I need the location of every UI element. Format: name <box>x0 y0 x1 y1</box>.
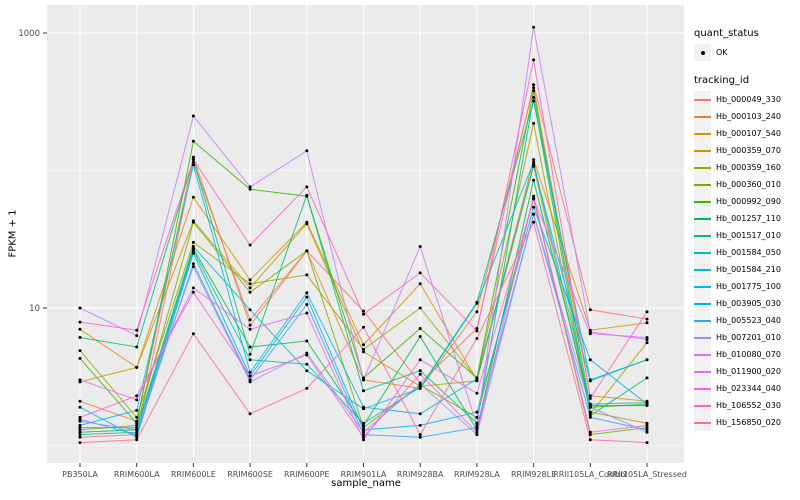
legend-item: Hb_000360_010 <box>694 176 800 193</box>
legend-item: Hb_156850_020 <box>694 414 800 431</box>
legend-item: Hb_000103_240 <box>694 108 800 125</box>
svg-text:PB350LA: PB350LA <box>62 470 98 479</box>
legend-item-label: Hb_003905_030 <box>716 299 781 308</box>
svg-text:RRIM928LA: RRIM928LA <box>454 470 500 479</box>
legend-key-line-icon <box>694 159 711 176</box>
legend-item-label: Hb_011900_020 <box>716 367 781 376</box>
legend-key-line-icon <box>694 295 711 312</box>
legend-item: Hb_001584_210 <box>694 261 800 278</box>
legend-item-label: Hb_000103_240 <box>716 112 781 121</box>
y-axis-title: FPKM + 1 <box>7 209 19 258</box>
tracking-id-legend: tracking_id Hb_000049_330 Hb_000103_240 Hb… <box>694 75 800 431</box>
legend-item-ok: OK <box>694 44 800 61</box>
tracking-legend-items: Hb_000049_330 Hb_000103_240 Hb_000107_540 H… <box>694 91 800 431</box>
legend-item-label: Hb_106552_030 <box>716 401 781 410</box>
legend-item: Hb_000049_330 <box>694 91 800 108</box>
legend-item-label: Hb_000107_540 <box>716 129 781 138</box>
x-axis-title: sample_name <box>331 478 401 489</box>
svg-text:RRIM600SE: RRIM600SE <box>227 470 273 479</box>
legend-item-label: Hb_023344_040 <box>716 384 781 393</box>
quant-status-legend: quant_status OK <box>694 28 800 61</box>
svg-text:10: 10 <box>29 304 40 314</box>
legend-item-label: Hb_010080_070 <box>716 350 781 359</box>
legend-item: Hb_023344_040 <box>694 380 800 397</box>
legend-item-label: Hb_001584_050 <box>716 248 781 257</box>
legend-key-line-icon <box>694 414 711 431</box>
legend-key-line-icon <box>694 397 711 414</box>
svg-text:RRII105LA_Stressed: RRII105LA_Stressed <box>607 470 687 479</box>
legend-item: Hb_010080_070 <box>694 346 800 363</box>
legend-key-line-icon <box>694 108 711 125</box>
legend-item-label: Hb_001257_110 <box>716 214 781 223</box>
legend-key-line-icon <box>694 244 711 261</box>
legend-key-line-icon <box>694 312 711 329</box>
legend-key-line-icon <box>694 91 711 108</box>
svg-text:RRII105LA_Control: RRII105LA_Control <box>553 470 627 479</box>
svg-text:RRIM600PE: RRIM600PE <box>284 470 330 479</box>
legend-key-line-icon <box>694 329 711 346</box>
legend-item: Hb_000359_160 <box>694 159 800 176</box>
legend-key-line-icon <box>694 210 711 227</box>
legend-item: Hb_001775_100 <box>694 278 800 295</box>
quant-status-legend-title: quant_status <box>694 28 759 39</box>
legend-key-line-icon <box>694 125 711 142</box>
tracking-id-legend-title: tracking_id <box>694 75 750 86</box>
svg-text:RRIM600LA: RRIM600LA <box>114 470 160 479</box>
legend-item: Hb_001257_110 <box>694 210 800 227</box>
legend-item: Hb_001517_010 <box>694 227 800 244</box>
legend-key-line-icon <box>694 176 711 193</box>
legend-item-label: Hb_000359_160 <box>716 163 781 172</box>
legend-item-label: Hb_000049_330 <box>716 95 781 104</box>
svg-text:RRIM600LE: RRIM600LE <box>171 470 216 479</box>
legend-key-line-icon <box>694 261 711 278</box>
legend-item-label: Hb_000360_010 <box>716 180 781 189</box>
legend-item: Hb_001584_050 <box>694 244 800 261</box>
svg-text:RRIM928BA: RRIM928BA <box>397 470 444 479</box>
legend-item-label: Hb_000992_090 <box>716 197 781 206</box>
legend-item-label: Hb_156850_020 <box>716 418 781 427</box>
legend-item-label: Hb_007201_010 <box>716 333 781 342</box>
legend-panel: quant_status OK tracking_id Hb_000049_33… <box>694 28 800 445</box>
legend-key-line-icon <box>694 346 711 363</box>
legend-item: Hb_003905_030 <box>694 295 800 312</box>
legend-item: Hb_011900_020 <box>694 363 800 380</box>
legend-item: Hb_000359_070 <box>694 142 800 159</box>
legend-item: Hb_000107_540 <box>694 125 800 142</box>
svg-text:RRIM928LE: RRIM928LE <box>511 470 556 479</box>
legend-item-label: Hb_001584_210 <box>716 265 781 274</box>
legend-item-label: Hb_001775_100 <box>716 282 781 291</box>
legend-item: Hb_106552_030 <box>694 397 800 414</box>
legend-key-line-icon <box>694 278 711 295</box>
legend-key-line-icon <box>694 363 711 380</box>
legend-key-line-icon <box>694 227 711 244</box>
legend-key-line-icon <box>694 193 711 210</box>
legend-item-label: OK <box>716 48 728 57</box>
legend-key-line-icon <box>694 380 711 397</box>
legend-item-label: Hb_001517_010 <box>716 231 781 240</box>
legend-item-label: Hb_005523_040 <box>716 316 781 325</box>
legend-key-line-icon <box>694 142 711 159</box>
legend-item: Hb_000992_090 <box>694 193 800 210</box>
ok-point-icon <box>694 44 711 61</box>
legend-item: Hb_005523_040 <box>694 312 800 329</box>
svg-text:RRIM901LA: RRIM901LA <box>341 470 387 479</box>
svg-text:1000: 1000 <box>18 29 40 39</box>
plot-svg: 1000 10 PB350LA RRIM600LA RRIM600LE RRIM600SE… <box>18 5 687 479</box>
legend-item-label: Hb_000359_070 <box>716 146 781 155</box>
legend-item: Hb_007201_010 <box>694 329 800 346</box>
